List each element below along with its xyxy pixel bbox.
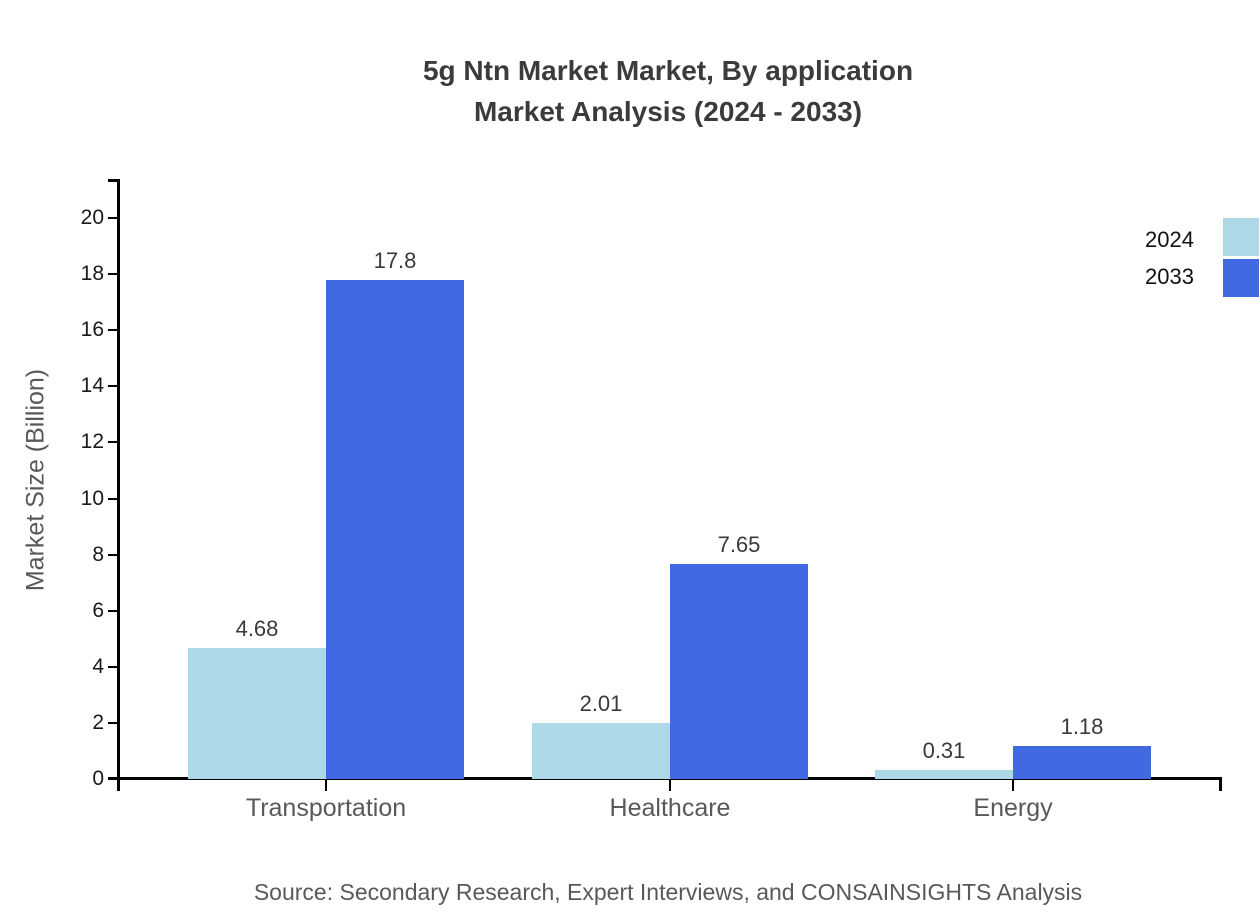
- y-axis-tick-label: 16: [80, 318, 104, 342]
- bar-value-label: 0.31: [922, 738, 966, 763]
- y-axis-tick-label: 14: [80, 374, 104, 398]
- y-axis-tick: [108, 778, 119, 780]
- x-axis-right-cap: [1219, 777, 1222, 791]
- bar-2033-transportation: [326, 280, 464, 779]
- y-axis-tick: [108, 273, 119, 276]
- bar-value-label: 17.8: [373, 248, 417, 273]
- y-axis-tick-label: 4: [92, 654, 104, 678]
- legend-label-2024: 2024: [1145, 227, 1194, 252]
- bar-value-label: 2.01: [579, 691, 623, 716]
- bar-value-label: 4.68: [235, 616, 279, 641]
- y-axis-tick: [108, 721, 119, 724]
- y-axis-tick: [108, 497, 119, 500]
- y-axis-tick: [108, 385, 119, 388]
- y-axis-spine: [117, 179, 120, 791]
- y-axis-tick-label: 0: [92, 767, 104, 790]
- x-axis-tick: [669, 779, 671, 791]
- y-axis-tick: [108, 665, 119, 668]
- y-axis-tick: [108, 217, 119, 219]
- x-axis-category-label: Transportation: [245, 794, 407, 822]
- y-axis-tick: [108, 441, 119, 444]
- y-axis-tick-label: 6: [92, 598, 104, 622]
- chart-title-line1: 5g Ntn Market Market, By application: [422, 55, 914, 86]
- bar-value-label: 1.18: [1060, 714, 1104, 739]
- y-axis-tick: [108, 609, 119, 612]
- bar-2024-transportation: [188, 648, 326, 779]
- y-axis-top-cap: [108, 179, 119, 182]
- chart-title-line2: Market Analysis (2024 - 2033): [473, 96, 863, 127]
- x-axis-category-label: Healthcare: [609, 794, 731, 822]
- y-axis-tick-label: 10: [80, 486, 104, 510]
- y-axis-tick: [108, 553, 119, 556]
- y-axis-tick-label: 20: [80, 206, 104, 229]
- y-axis-tick-label: 2: [92, 710, 104, 734]
- legend-swatch-2033: [1223, 259, 1259, 297]
- bar-2024-energy: [875, 770, 1013, 779]
- bar-value-label: 7.65: [717, 532, 761, 557]
- legend-label-2033: 2033: [1145, 264, 1194, 289]
- x-axis-category-label: Energy: [973, 794, 1053, 822]
- y-axis-tick: [108, 329, 119, 332]
- y-axis-tick-label: 12: [80, 430, 104, 454]
- x-axis-tick: [325, 779, 327, 791]
- chart-title: 5g Ntn Market Market, By application Mar…: [76, 50, 1260, 132]
- y-axis-tick-label: 8: [92, 542, 104, 566]
- y-axis-tick-label: 18: [80, 262, 104, 286]
- source-attribution: Source: Secondary Research, Expert Inter…: [253, 879, 1083, 905]
- bar-2033-energy: [1013, 746, 1151, 779]
- legend-swatch-2024: [1223, 218, 1259, 256]
- bar-2024-healthcare: [532, 723, 670, 779]
- x-axis-tick: [1012, 779, 1014, 791]
- bar-2033-healthcare: [670, 564, 808, 779]
